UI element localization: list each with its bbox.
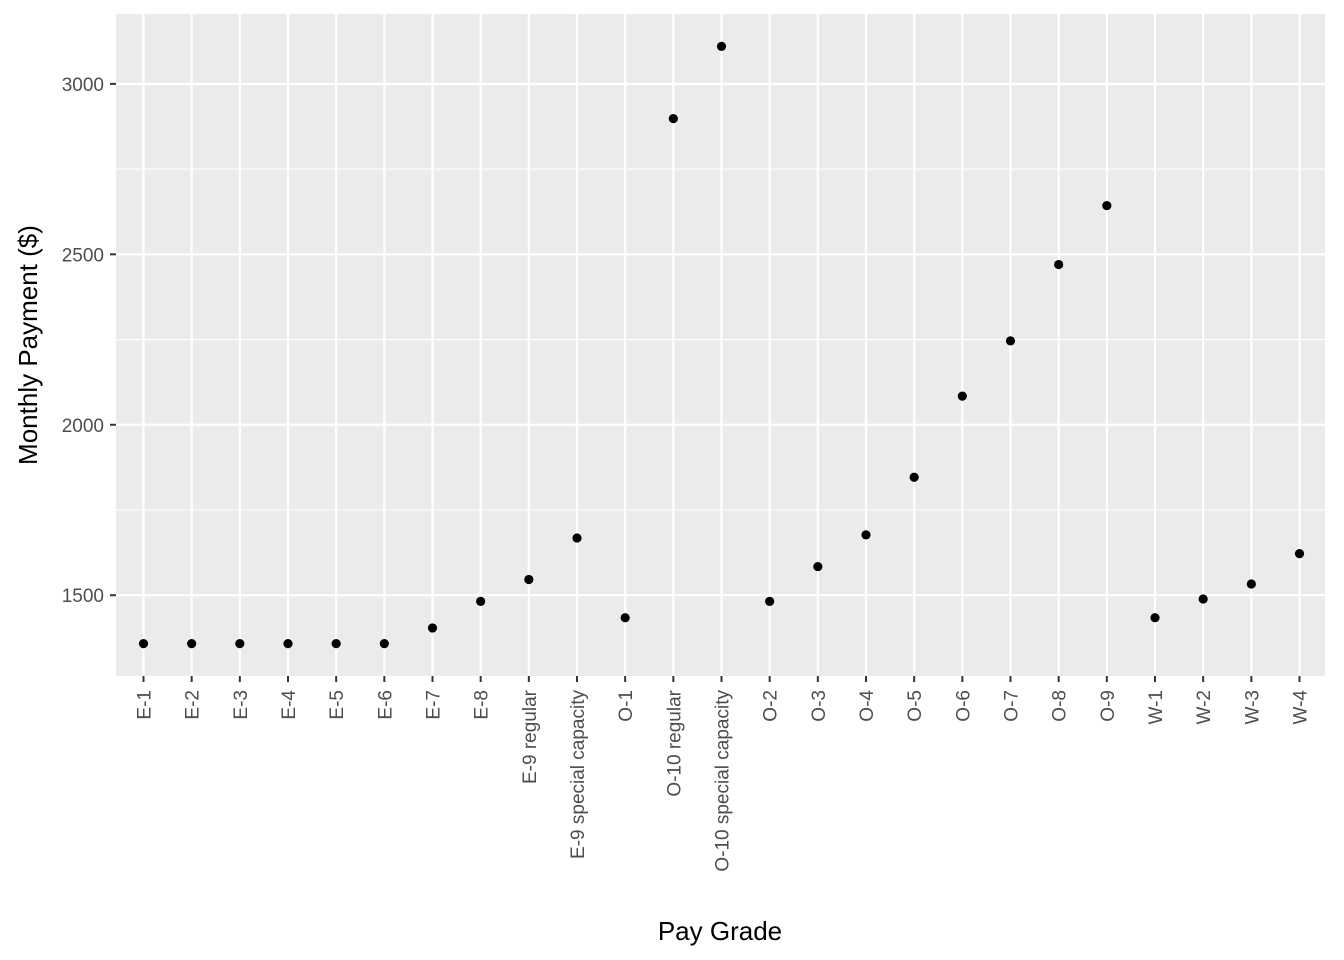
x-tick-label: E-5 (327, 690, 348, 720)
x-tick-label: O-1 (616, 690, 637, 722)
data-point (813, 561, 823, 572)
x-tick-label: E-8 (472, 690, 493, 720)
y-tick-label: 2000 (62, 416, 104, 437)
x-tick-label: W-4 (1291, 690, 1312, 725)
x-tick-label: O-4 (857, 690, 878, 722)
x-tick-label: E-7 (424, 690, 445, 720)
y-tick-label: 3000 (62, 75, 104, 96)
data-point (765, 596, 775, 606)
data-point (138, 639, 149, 649)
data-point (331, 639, 341, 649)
data-points (138, 41, 1305, 649)
x-tick-label: E-1 (135, 690, 156, 720)
x-tick-label: O-3 (809, 690, 830, 722)
data-point (1005, 336, 1016, 346)
data-point (1150, 613, 1160, 623)
data-point (524, 574, 534, 585)
data-point (1054, 259, 1064, 270)
data-point (235, 639, 245, 649)
x-tick-label: O-10 regular (664, 689, 685, 796)
data-point (716, 41, 727, 51)
x-tick-label: O-8 (1050, 690, 1071, 722)
data-point (861, 530, 871, 540)
data-point (1102, 200, 1112, 211)
data-point (476, 596, 486, 606)
x-tick-label: O-10 special capacity (713, 690, 734, 872)
x-tick-label: W-1 (1146, 690, 1167, 724)
data-point (620, 613, 630, 623)
data-point (909, 472, 919, 482)
data-point (572, 533, 582, 543)
x-tick-label: W-2 (1194, 690, 1215, 724)
y-tick-label: 2500 (62, 245, 104, 266)
x-tick-label: E-4 (279, 690, 300, 720)
data-point (668, 114, 678, 124)
data-point (187, 639, 197, 649)
data-point (283, 639, 293, 649)
major-gridlines (116, 14, 1325, 676)
x-axis-title: Pay Grade (658, 916, 782, 946)
x-tick-label: O-2 (761, 690, 782, 722)
x-tick-label: O-5 (905, 690, 926, 722)
x-tick-label: E-6 (375, 690, 396, 720)
x-tick-label: O-7 (1002, 690, 1023, 722)
data-point (1246, 579, 1256, 589)
x-tick-label: E-9 special capacity (568, 690, 589, 859)
x-tick-label: W-3 (1242, 690, 1263, 724)
data-point (427, 623, 438, 633)
x-tick-label: E-3 (231, 690, 252, 720)
data-point (957, 391, 967, 401)
data-point (379, 639, 389, 649)
x-tick-label: O-6 (953, 690, 974, 722)
x-tick-label: E-9 regular (520, 689, 541, 784)
x-tick-label: E-2 (183, 690, 204, 720)
data-point (1294, 549, 1305, 559)
y-axis-ticks: 1500 2000 2500 3000 (62, 75, 116, 607)
x-axis-ticks: E-1 E-2 E-3 E-4 E-5 E-6 E-7 E-8 E-9 regular E-9 s… (135, 676, 1312, 872)
y-tick-label: 1500 (62, 586, 104, 607)
y-axis-title: Monthly Payment ($) (13, 225, 43, 465)
data-point (1198, 594, 1208, 604)
x-tick-label: O-9 (1098, 690, 1119, 722)
